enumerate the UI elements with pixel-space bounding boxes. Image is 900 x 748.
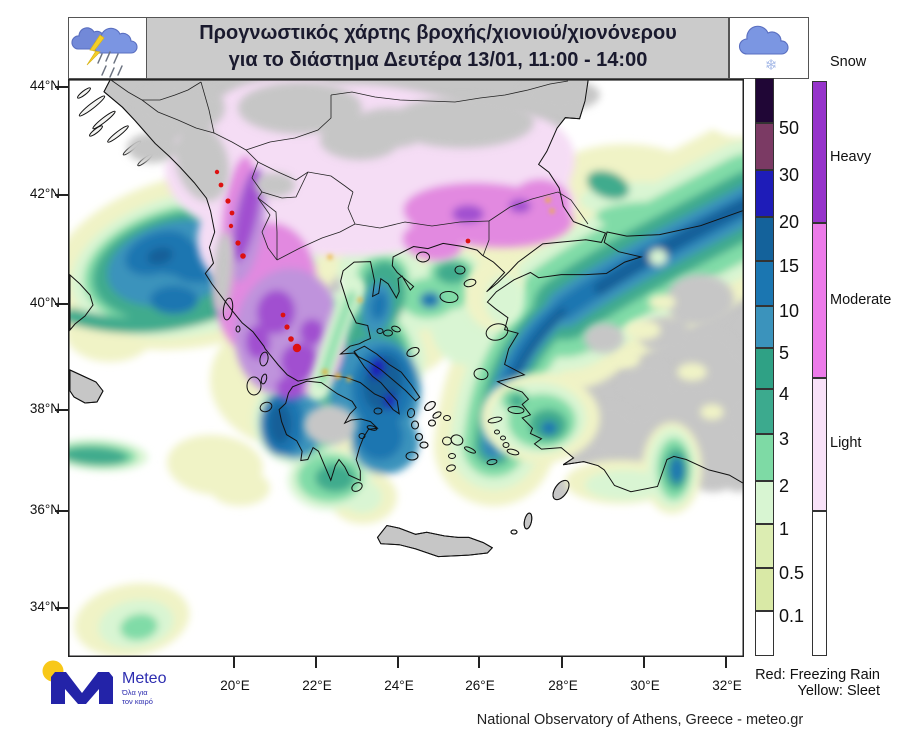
svg-text:Όλα για: Όλα για: [121, 688, 148, 697]
svg-text:❄: ❄: [765, 57, 778, 74]
svg-text:Meteo: Meteo: [122, 670, 167, 687]
svg-text:τον καιρό: τον καιρό: [122, 697, 153, 706]
